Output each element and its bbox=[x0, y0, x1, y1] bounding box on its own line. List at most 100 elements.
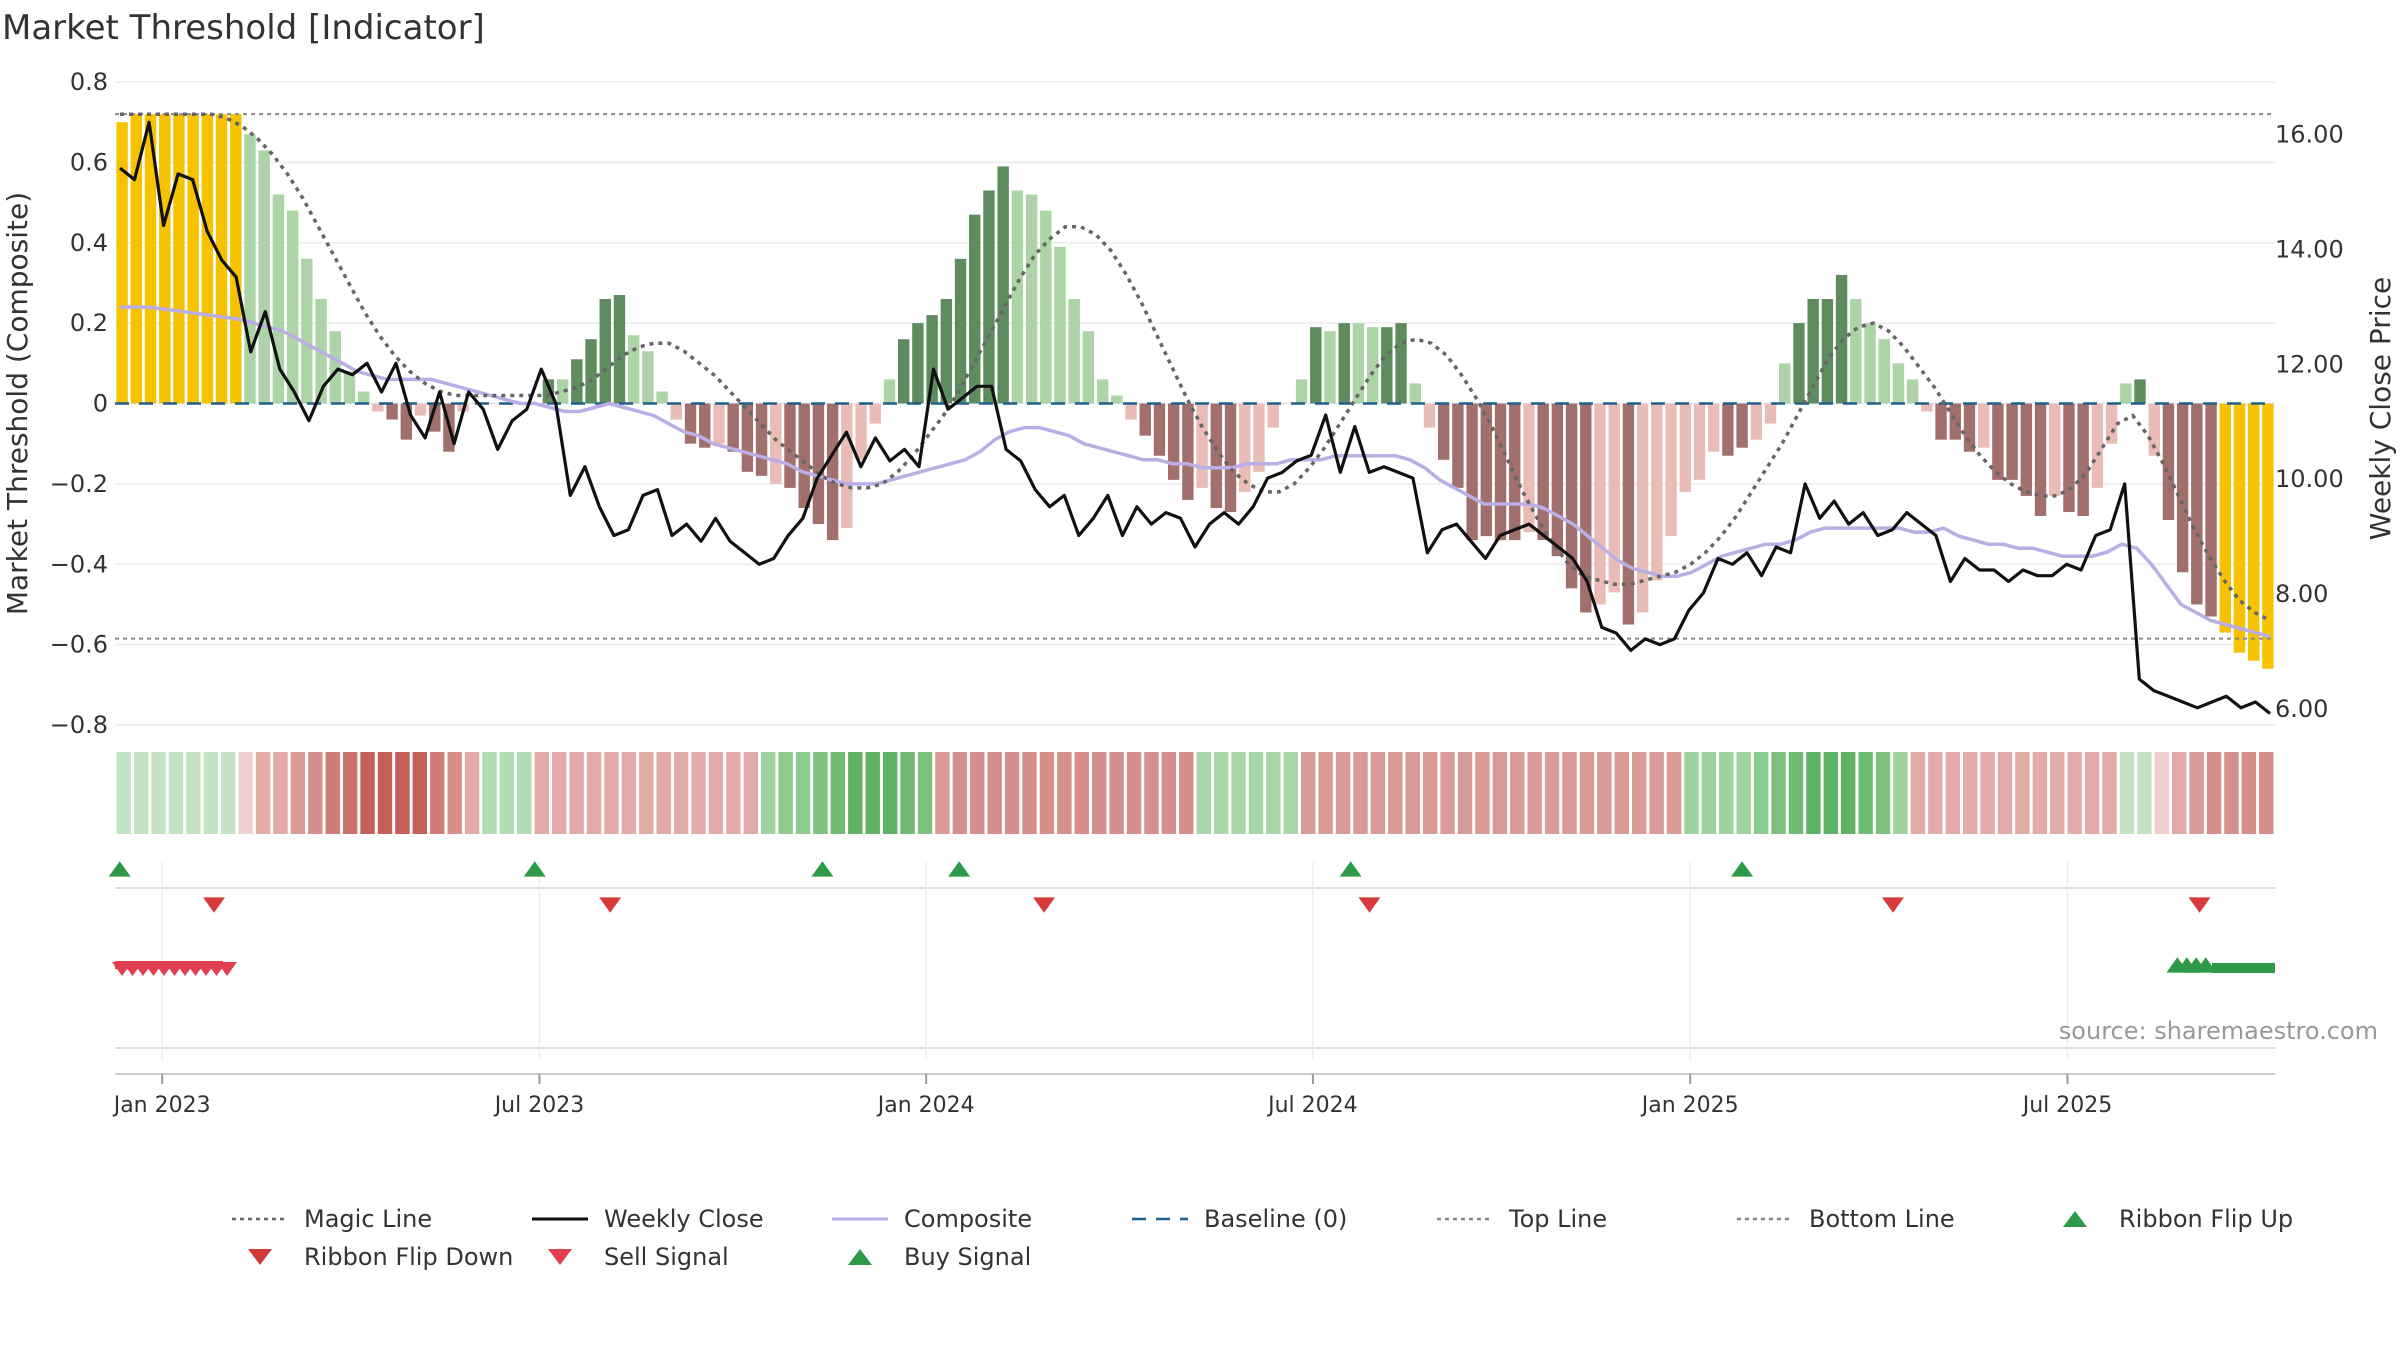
bar bbox=[2077, 403, 2089, 517]
ribbon-cell bbox=[1806, 752, 1821, 834]
bar bbox=[485, 403, 498, 404]
bar bbox=[2049, 403, 2061, 496]
y-tick-label: −0.6 bbox=[50, 631, 108, 659]
bar bbox=[1366, 327, 1379, 404]
bar bbox=[1494, 403, 1507, 541]
legend-marker bbox=[848, 1249, 872, 1265]
bar bbox=[1906, 379, 1919, 404]
ribbon-cell bbox=[970, 752, 985, 834]
bar bbox=[230, 114, 242, 404]
bar bbox=[869, 403, 881, 424]
ribbon-cell bbox=[656, 752, 671, 834]
legend-label: Bottom Line bbox=[1809, 1205, 1955, 1233]
ribbon-cell bbox=[1597, 752, 1612, 834]
buy-signal-marker bbox=[948, 861, 971, 877]
bar bbox=[2205, 403, 2217, 617]
ribbon-cell bbox=[551, 752, 567, 834]
ribbon-cell bbox=[2241, 752, 2257, 834]
bar bbox=[1096, 379, 1109, 404]
bar bbox=[2262, 403, 2274, 669]
buy-signal-marker bbox=[1731, 861, 1754, 877]
bar bbox=[2162, 403, 2175, 521]
legend-label: Baseline (0) bbox=[1204, 1205, 1348, 1233]
bar bbox=[684, 403, 697, 444]
ribbon-cell bbox=[1022, 752, 1037, 834]
ribbon-cell bbox=[882, 752, 898, 834]
ribbon-cell bbox=[813, 752, 828, 834]
ribbon-cell bbox=[2154, 752, 2169, 834]
legend-label: Buy Signal bbox=[904, 1243, 1032, 1271]
ribbon-cell bbox=[1910, 752, 1926, 834]
weekly-close-line bbox=[119, 120, 2271, 715]
bar bbox=[798, 403, 810, 508]
bar bbox=[1452, 403, 1464, 488]
ribbon-cell bbox=[1997, 752, 2013, 834]
legend-item: Sell Signal bbox=[530, 1243, 729, 1271]
ribbon-cell bbox=[1719, 752, 1734, 834]
ribbon-cell bbox=[203, 752, 219, 834]
bar bbox=[841, 403, 853, 529]
bar bbox=[1892, 363, 1905, 404]
ribbon-cell bbox=[342, 752, 358, 834]
legend-label: Magic Line bbox=[304, 1205, 433, 1233]
ribbon-cell bbox=[1492, 752, 1508, 834]
bar bbox=[1523, 403, 1535, 533]
ribbon-cell bbox=[1614, 752, 1629, 834]
legend-label: Ribbon Flip Down bbox=[304, 1243, 514, 1271]
bar bbox=[1779, 363, 1791, 404]
bar bbox=[130, 114, 143, 404]
ribbon-cell bbox=[639, 752, 654, 834]
ribbon-cell bbox=[673, 752, 689, 834]
bar bbox=[585, 339, 597, 404]
ribbon-cell bbox=[2067, 752, 2082, 834]
bar bbox=[244, 134, 256, 404]
bar bbox=[1864, 323, 1876, 404]
ribbon-flip-up-marker bbox=[2194, 957, 2217, 973]
bar bbox=[286, 210, 299, 404]
ribbon-cell bbox=[935, 752, 950, 834]
x-tick-label: Jul 2023 bbox=[493, 1093, 585, 1118]
bar bbox=[556, 379, 569, 404]
ribbon-cell bbox=[1422, 752, 1438, 834]
bar bbox=[1821, 299, 1834, 404]
buy-signal-marker bbox=[523, 861, 546, 877]
ribbon-cell bbox=[1144, 752, 1159, 834]
bar bbox=[258, 150, 270, 404]
ribbon-cell bbox=[1318, 752, 1333, 834]
ribbon-cell bbox=[1370, 752, 1386, 834]
ribbon-cell bbox=[482, 752, 497, 834]
y-tick-label: 0.2 bbox=[70, 309, 108, 337]
sell-signal-marker bbox=[2188, 897, 2211, 913]
bar bbox=[1082, 331, 1095, 404]
y2-axis-label: Weekly Close Price bbox=[2364, 277, 2397, 540]
bar bbox=[1963, 403, 1976, 452]
bar bbox=[727, 403, 739, 452]
legend-swatch bbox=[2063, 1211, 2087, 1227]
y2-tick-label: 16.00 bbox=[2275, 121, 2344, 149]
ribbon-cell bbox=[2206, 752, 2222, 834]
ribbon-cell bbox=[1039, 752, 1055, 834]
bar bbox=[784, 403, 796, 488]
sell-signal-marker bbox=[203, 897, 226, 913]
y2-tick-label: 12.00 bbox=[2275, 350, 2344, 378]
ribbon-cell bbox=[952, 752, 968, 834]
y-tick-label: −0.4 bbox=[50, 550, 108, 578]
ribbon-cell bbox=[534, 752, 549, 834]
bar bbox=[1636, 403, 1649, 613]
legend-item: Weekly Close bbox=[530, 1205, 764, 1233]
bar bbox=[2134, 379, 2146, 404]
bar bbox=[1722, 403, 1734, 456]
magic-line bbox=[120, 112, 2271, 623]
bar bbox=[826, 403, 839, 541]
bar bbox=[1167, 403, 1180, 480]
legend-item: Composite bbox=[830, 1205, 1032, 1233]
ribbon-cell bbox=[360, 752, 375, 834]
bar bbox=[1551, 403, 1564, 557]
bar bbox=[2063, 403, 2075, 513]
bar bbox=[1921, 403, 1933, 412]
x-tick-label: Jul 2024 bbox=[1266, 1093, 1358, 1118]
bar bbox=[2020, 403, 2033, 496]
y2-tick-label: 10.00 bbox=[2275, 465, 2344, 493]
source-label: source: sharemaestro.com bbox=[2059, 1017, 2378, 1045]
